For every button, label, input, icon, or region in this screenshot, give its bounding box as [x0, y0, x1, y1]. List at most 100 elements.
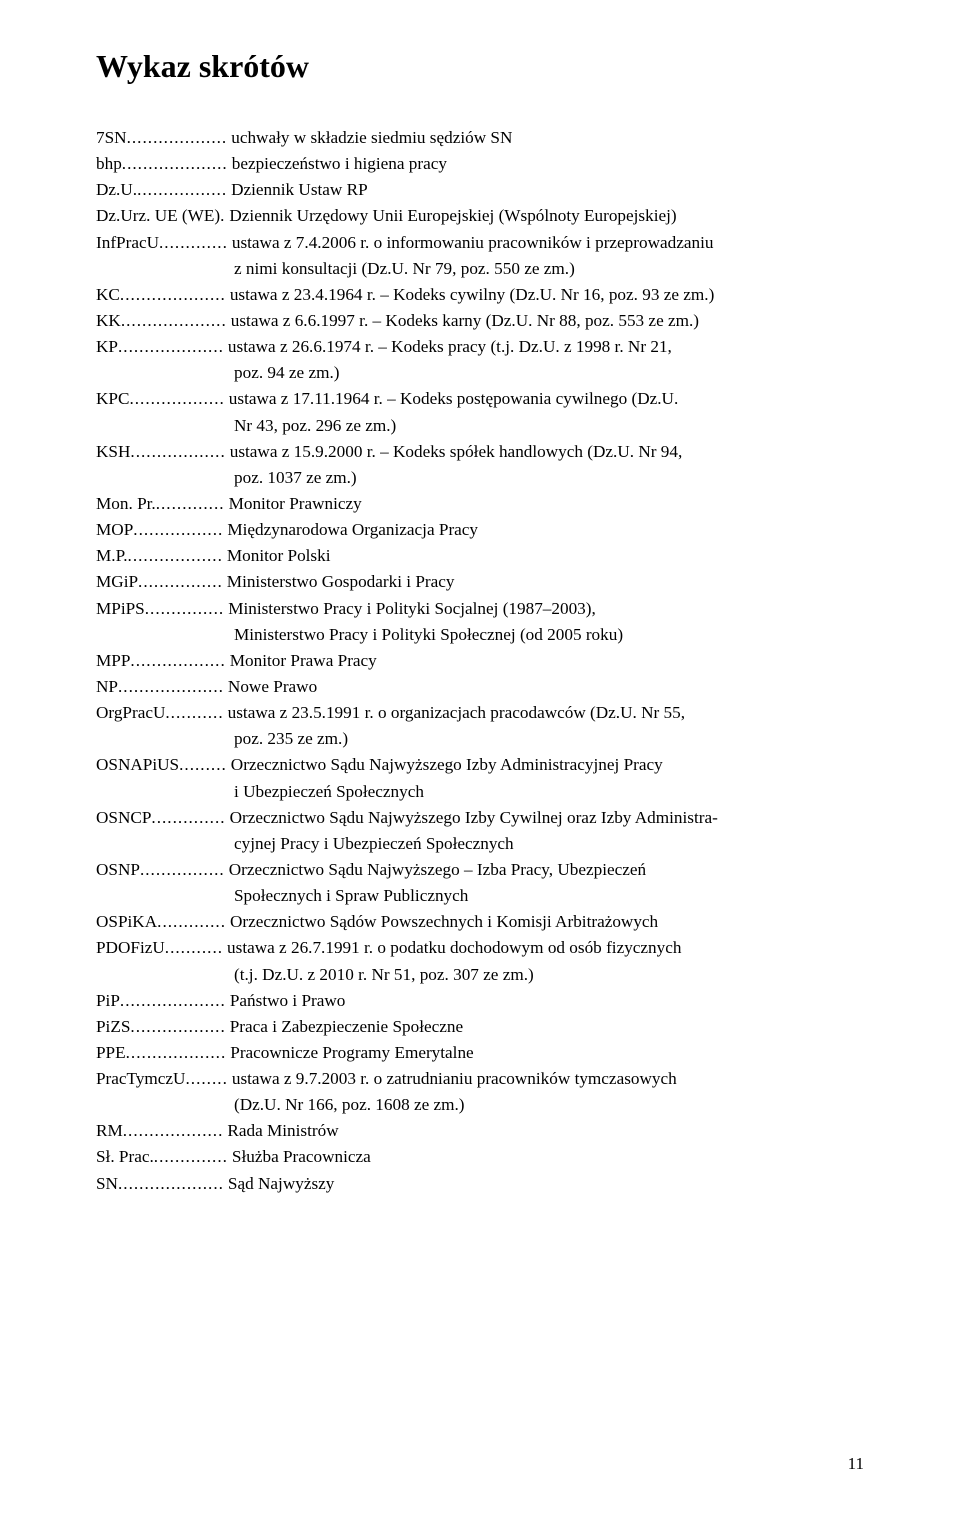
- abbr-entry: M.P. .................. Monitor Polski: [96, 543, 864, 569]
- abbr-definition-cont: poz. 1037 ze zm.): [96, 465, 864, 491]
- abbr-entry: Dz.U. ................. Dziennik Ustaw R…: [96, 177, 864, 203]
- leader-dots: .............: [159, 230, 228, 256]
- abbr-term: OSNAPiUS: [96, 752, 179, 778]
- abbr-entry: PiP .................... Państwo i Prawo: [96, 988, 864, 1014]
- abbr-definition: Państwo i Prawo: [226, 988, 864, 1014]
- abbr-definition-cont: (t.j. Dz.U. z 2010 r. Nr 51, poz. 307 ze…: [96, 962, 864, 988]
- leader-dots: ...................: [123, 1118, 224, 1144]
- abbr-term: KK: [96, 308, 121, 334]
- abbr-entry: OSNP ................ Orzecznictwo Sądu …: [96, 857, 864, 883]
- abbr-definition: ustawa z 26.7.1991 r. o podatku dochodow…: [223, 935, 864, 961]
- abbr-definition: Międzynarodowa Organizacja Pracy: [223, 517, 864, 543]
- leader-dots: ..................: [128, 543, 223, 569]
- abbr-entry: InfPracU ............. ustawa z 7.4.2006…: [96, 230, 864, 256]
- abbr-term: M.P.: [96, 543, 128, 569]
- abbr-definition: Monitor Prawa Pracy: [226, 648, 864, 674]
- abbr-term: PiZS: [96, 1014, 130, 1040]
- abbr-entry: MPiPS ............... Ministerstwo Pracy…: [96, 596, 864, 622]
- leader-dots: .............: [157, 909, 226, 935]
- leader-dots: ........: [185, 1066, 227, 1092]
- abbr-entry: Sł. Prac. .............. Służba Pracowni…: [96, 1144, 864, 1170]
- abbr-term: PiP: [96, 988, 120, 1014]
- leader-dots: .................: [133, 517, 223, 543]
- abbr-term: KPC: [96, 386, 129, 412]
- abbr-entry: OrgPracU ........... ustawa z 23.5.1991 …: [96, 700, 864, 726]
- abbr-entry: Dz.Urz. UE (WE) . Dziennik Urzędowy Unii…: [96, 203, 864, 229]
- abbr-term: NP: [96, 674, 118, 700]
- abbr-definition: Ministerstwo Gospodarki i Pracy: [223, 569, 864, 595]
- leader-dots: ..................: [130, 439, 225, 465]
- abbr-term: OSNCP: [96, 805, 151, 831]
- abbr-entry: KPC .................. ustawa z 17.11.19…: [96, 386, 864, 412]
- abbr-term: PPE: [96, 1040, 126, 1066]
- abbr-entry: PPE ................... Pracownicze Prog…: [96, 1040, 864, 1066]
- abbr-definition-cont: poz. 94 ze zm.): [96, 360, 864, 386]
- abbr-definition: ustawa z 26.6.1974 r. – Kodeks pracy (t.…: [224, 334, 864, 360]
- abbr-definition: Orzecznictwo Sądu Najwyższego – Izba Pra…: [225, 857, 864, 883]
- abbr-definition: ustawa z 9.7.2003 r. o zatrudnianiu prac…: [228, 1066, 864, 1092]
- abbr-term: MGiP: [96, 569, 138, 595]
- document-page: Wykaz skrótów 7SN ................... uc…: [0, 0, 960, 1514]
- leader-dots: ...............: [145, 596, 224, 622]
- abbr-definition: ustawa z 6.6.1997 r. – Kodeks karny (Dz.…: [227, 308, 864, 334]
- abbr-definition: Służba Pracownicza: [228, 1144, 864, 1170]
- abbr-entry: PracTymczU ........ ustawa z 9.7.2003 r.…: [96, 1066, 864, 1092]
- abbr-definition-cont: cyjnej Pracy i Ubezpieczeń Społecznych: [96, 831, 864, 857]
- abbr-term: MOP: [96, 517, 133, 543]
- page-number: 11: [848, 1454, 864, 1474]
- abbr-definition: Dziennik Urzędowy Unii Europejskiej (Wsp…: [225, 203, 864, 229]
- leader-dots: ...................: [127, 125, 228, 151]
- abbr-entry: PiZS .................. Praca i Zabezpie…: [96, 1014, 864, 1040]
- abbr-entry: NP .................... Nowe Prawo: [96, 674, 864, 700]
- leader-dots: ....................: [121, 308, 227, 334]
- leader-dots: ....................: [120, 988, 226, 1014]
- abbr-term: MPiPS: [96, 596, 145, 622]
- abbr-term: OrgPracU: [96, 700, 165, 726]
- abbr-term: Sł. Prac.: [96, 1144, 154, 1170]
- abbr-term: MPP: [96, 648, 130, 674]
- abbr-entry: Mon. Pr. ............. Monitor Prawniczy: [96, 491, 864, 517]
- abbr-entry: MOP ................. Międzynarodowa Org…: [96, 517, 864, 543]
- leader-dots: ...........: [165, 935, 223, 961]
- abbr-definition: Orzecznictwo Sądu Najwyższego Izby Cywil…: [226, 805, 864, 831]
- abbr-definition: bezpieczeństwo i higiena pracy: [228, 151, 864, 177]
- abbr-entry: OSNCP .............. Orzecznictwo Sądu N…: [96, 805, 864, 831]
- abbr-term: Dz.Urz. UE (WE): [96, 203, 220, 229]
- abbr-definition: Monitor Prawniczy: [225, 491, 864, 517]
- abbr-definition: Orzecznictwo Sądów Powszechnych i Komisj…: [226, 909, 864, 935]
- abbr-term: PracTymczU: [96, 1066, 185, 1092]
- abbr-definition: uchwały w składzie siedmiu sędziów SN: [227, 125, 864, 151]
- abbr-definition: Ministerstwo Pracy i Polityki Socjalnej …: [224, 596, 864, 622]
- leader-dots: .................: [137, 177, 227, 203]
- abbr-term: PDOFizU: [96, 935, 165, 961]
- leader-dots: ..............: [151, 805, 225, 831]
- abbr-definition: ustawa z 7.4.2006 r. o informowaniu prac…: [228, 230, 864, 256]
- abbr-definition: Nowe Prawo: [224, 674, 864, 700]
- leader-dots: ..................: [129, 386, 224, 412]
- abbr-term: RM: [96, 1118, 123, 1144]
- leader-dots: ...........: [165, 700, 223, 726]
- abbr-definition: Praca i Zabezpieczenie Społeczne: [226, 1014, 864, 1040]
- abbr-entry: PDOFizU ........... ustawa z 26.7.1991 r…: [96, 935, 864, 961]
- leader-dots: ....................: [118, 1171, 224, 1197]
- abbr-entry: OSPiKA ............. Orzecznictwo Sądów …: [96, 909, 864, 935]
- abbr-entry: KP .................... ustawa z 26.6.19…: [96, 334, 864, 360]
- page-title: Wykaz skrótów: [96, 48, 864, 85]
- abbr-definition: ustawa z 23.4.1964 r. – Kodeks cywilny (…: [226, 282, 864, 308]
- abbr-term: SN: [96, 1171, 118, 1197]
- leader-dots: ....................: [120, 282, 226, 308]
- abbr-entry: 7SN ................... uchwały w składz…: [96, 125, 864, 151]
- abbr-definition: Rada Ministrów: [223, 1118, 864, 1144]
- abbr-definition: Monitor Polski: [223, 543, 864, 569]
- abbr-definition: Orzecznictwo Sądu Najwyższego Izby Admin…: [227, 752, 864, 778]
- leader-dots: ..................: [130, 1014, 225, 1040]
- abbr-definition-cont: (Dz.U. Nr 166, poz. 1608 ze zm.): [96, 1092, 864, 1118]
- abbr-term: InfPracU: [96, 230, 159, 256]
- abbr-term: KSH: [96, 439, 130, 465]
- abbr-definition-cont: Społecznych i Spraw Publicznych: [96, 883, 864, 909]
- abbr-term: 7SN: [96, 125, 127, 151]
- leader-dots: ...................: [126, 1040, 227, 1066]
- leader-dots: ....................: [118, 674, 224, 700]
- abbr-term: KP: [96, 334, 118, 360]
- abbr-entry: MGiP ................ Ministerstwo Gospo…: [96, 569, 864, 595]
